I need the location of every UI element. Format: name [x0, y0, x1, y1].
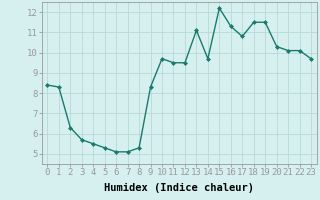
X-axis label: Humidex (Indice chaleur): Humidex (Indice chaleur) — [104, 183, 254, 193]
